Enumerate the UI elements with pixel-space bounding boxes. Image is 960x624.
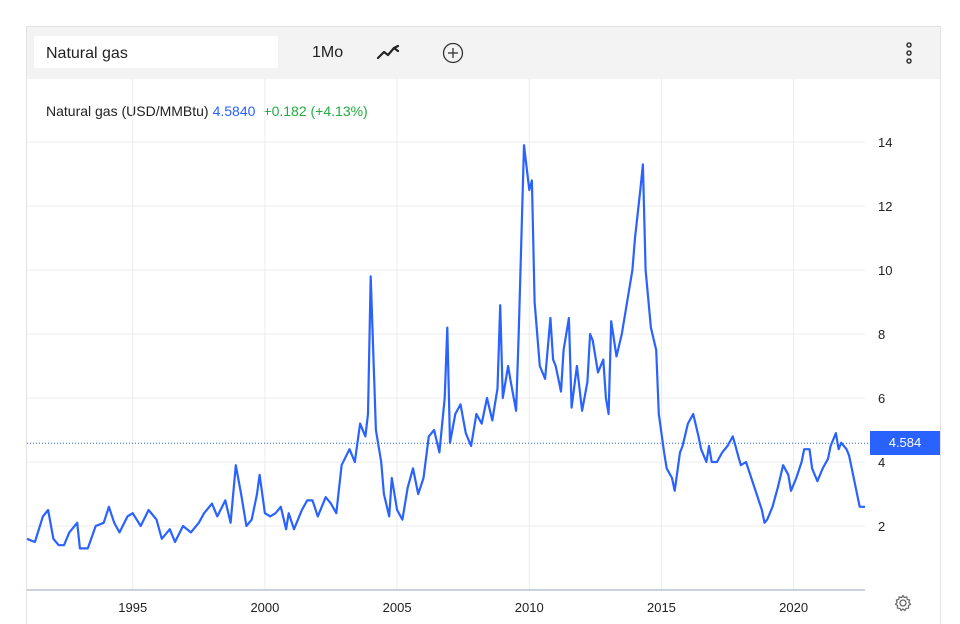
x-tick-label: 2020 xyxy=(779,600,808,615)
x-tick-label: 2005 xyxy=(383,600,412,615)
y-tick-label: 12 xyxy=(878,199,892,214)
y-tick-label: 8 xyxy=(878,327,885,342)
symbol-search-input[interactable]: Natural gas xyxy=(34,36,278,68)
x-tick-label: 2010 xyxy=(515,600,544,615)
y-tick-label: 14 xyxy=(878,135,892,150)
plus-circle-icon[interactable] xyxy=(442,42,464,64)
y-tick-label: 2 xyxy=(878,519,885,534)
more-vertical-icon[interactable] xyxy=(904,41,914,65)
legend-change: +0.182 (+4.13%) xyxy=(263,103,368,119)
x-tick-label: 2015 xyxy=(647,600,676,615)
period-selector-button[interactable]: 1Mo xyxy=(312,44,344,61)
legend-symbol-name: Natural gas (USD/MMBtu) xyxy=(46,103,209,119)
y-tick-label: 4 xyxy=(878,455,885,470)
y-tick-label: 6 xyxy=(878,391,885,406)
y-tick-label: 10 xyxy=(878,263,892,278)
legend-last-value: 4.5840 xyxy=(212,103,256,119)
chart-frame xyxy=(26,26,941,624)
series-line xyxy=(26,144,865,550)
last-price-label: 4.584 xyxy=(870,431,940,455)
line-chart-icon[interactable] xyxy=(376,44,402,60)
x-tick-label: 1995 xyxy=(118,600,147,615)
gear-icon[interactable] xyxy=(894,594,912,612)
x-tick-label: 2000 xyxy=(250,600,279,615)
chart-legend: Natural gas (USD/MMBtu) 4.5840 +0.182 (+4.… xyxy=(46,103,368,119)
